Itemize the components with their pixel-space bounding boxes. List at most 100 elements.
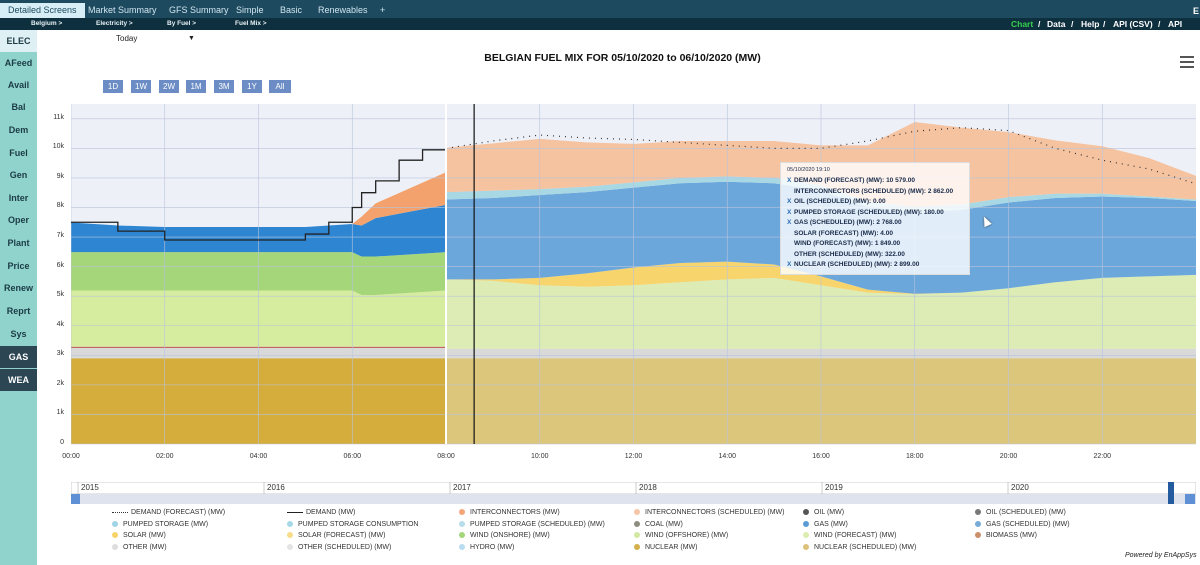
tab-gfs-summary[interactable]: GFS Summary xyxy=(169,5,229,15)
legend-label: NUCLEAR (MW) xyxy=(645,543,698,551)
legend-label: SOLAR (MW) xyxy=(123,532,166,539)
legend-item[interactable]: SOLAR (FORECAST) (MW) xyxy=(287,531,386,541)
sidebar-item-afeed[interactable]: AFeed xyxy=(4,58,33,68)
tooltip-row-marker: X xyxy=(787,208,792,216)
api-csv-link[interactable]: API (CSV) xyxy=(1113,19,1153,29)
sidebar-item-fuel[interactable]: Fuel xyxy=(9,148,28,158)
range-button-3m[interactable]: 3M xyxy=(214,80,234,93)
tooltip-row-marker: X xyxy=(787,219,792,226)
demand-line xyxy=(71,145,447,241)
legend-swatch xyxy=(634,520,640,527)
separator: / xyxy=(1103,19,1106,29)
tooltip-row: X DEMAND (FORECAST) (MW): 10 579.00 xyxy=(787,176,963,187)
range-button-1y[interactable]: 1Y xyxy=(242,80,262,93)
y-tick-label: 3k xyxy=(56,350,64,358)
sidebar-item-avail[interactable]: Avail xyxy=(7,80,30,90)
legend-item[interactable]: PUMPED STORAGE (MW) xyxy=(112,520,208,530)
chart-title: BELGIAN FUEL MIX FOR 05/10/2020 to 06/10… xyxy=(484,52,761,64)
sidebar-item-reprt[interactable]: Reprt xyxy=(6,306,31,316)
legend-item[interactable]: OIL (MW) xyxy=(803,508,844,518)
x-tick-label: 00:00 xyxy=(62,453,80,460)
sidebar-item-renew[interactable]: Renew xyxy=(3,283,33,293)
api-xml-link[interactable]: API (XML xyxy=(1168,19,1189,41)
tooltip-row-text: WIND (FORECAST) (MW): 1 849.00 xyxy=(794,240,901,247)
y-tick-label: 2k xyxy=(56,379,64,387)
hamburger-menu-icon[interactable] xyxy=(1180,56,1194,71)
legend-item[interactable]: HYDRO (MW) xyxy=(459,543,514,553)
legend-item[interactable]: SOLAR (MW) xyxy=(112,531,166,541)
scroll-right-button[interactable] xyxy=(1185,494,1195,504)
legend-item[interactable]: WIND (FORECAST) (MW) xyxy=(803,531,896,541)
sidebar-item-plant[interactable]: Plant xyxy=(7,238,30,248)
legend-item[interactable]: OIL (SCHEDULED) (MW) xyxy=(975,508,1066,518)
chevron-down-icon[interactable]: ▼ xyxy=(188,35,195,42)
breadcrumb-by-fuel[interactable]: By Fuel > xyxy=(167,20,197,27)
legend-item[interactable]: WIND (OFFSHORE) (MW) xyxy=(634,531,728,541)
sidebar-item-elec[interactable]: ELEC xyxy=(0,30,37,52)
legend-item[interactable]: GAS (MW) xyxy=(803,520,848,530)
range-button-1d[interactable]: 1D xyxy=(103,80,123,93)
add-tab-button[interactable]: + xyxy=(380,5,386,15)
sidebar-item-oper[interactable]: Oper xyxy=(7,215,29,225)
date-range-select[interactable]: Today xyxy=(116,34,138,43)
legend-item[interactable]: DEMAND (FORECAST) (MW) xyxy=(112,508,225,518)
legend-item[interactable]: INTERCONNECTORS (MW) xyxy=(459,508,560,518)
y-tick-label: 6k xyxy=(56,261,64,269)
tooltip-row-marker: X xyxy=(787,198,792,205)
sidebar-item-inter[interactable]: Inter xyxy=(8,193,29,203)
y-tick-label: 5k xyxy=(56,291,64,299)
legend-swatch xyxy=(975,509,981,516)
legend-item[interactable]: NUCLEAR (SCHEDULED) (MW) xyxy=(803,543,916,553)
legend-label: DEMAND (MW) xyxy=(306,509,356,516)
legend-item[interactable]: PUMPED STORAGE (SCHEDULED) (MW) xyxy=(459,520,605,530)
legend-label: WIND (ONSHORE) (MW) xyxy=(470,532,550,539)
legend-item[interactable]: COAL (MW) xyxy=(634,520,683,530)
legend-item[interactable]: BIOMASS (MW) xyxy=(975,531,1037,541)
range-button-2w[interactable]: 2W xyxy=(159,80,179,93)
navigator-scrollbar[interactable] xyxy=(71,494,1196,504)
tooltip-row-text: INTERCONNECTORS (SCHEDULED) (MW): 2 862.… xyxy=(794,187,954,195)
sidebar-item-price[interactable]: Price xyxy=(7,261,30,271)
sidebar-item-dem[interactable]: Dem xyxy=(8,125,29,135)
legend-swatch xyxy=(112,543,118,550)
tab-basic[interactable]: Basic xyxy=(280,5,303,15)
tab-market-summary[interactable]: Market Summary xyxy=(88,5,157,15)
range-button-1m[interactable]: 1M xyxy=(186,80,206,93)
breadcrumb-electricity[interactable]: Electricity > xyxy=(96,20,133,27)
help-link[interactable]: Help xyxy=(1081,19,1100,29)
navigator-year-label: 2018 xyxy=(639,483,657,492)
tab-detailed-screens[interactable]: Detailed Screens xyxy=(0,3,85,18)
range-button-all[interactable]: All xyxy=(269,80,291,93)
sidebar-item-gas[interactable]: GAS xyxy=(0,346,37,368)
chart-link[interactable]: Chart xyxy=(1011,19,1034,29)
tab-simple[interactable]: Simple xyxy=(236,5,264,15)
legend-item[interactable]: OTHER (MW) xyxy=(112,543,167,553)
legend-item[interactable]: INTERCONNECTORS (SCHEDULED) (MW) xyxy=(634,508,784,518)
y-tick-label: 4k xyxy=(56,320,64,328)
breadcrumb-belgium[interactable]: Belgium > xyxy=(31,20,63,27)
legend-label: PUMPED STORAGE (SCHEDULED) (MW) xyxy=(470,520,605,528)
legend-item[interactable]: DEMAND (MW) xyxy=(287,508,355,518)
sidebar-item-bal[interactable]: Bal xyxy=(11,102,26,112)
legend-item[interactable]: OTHER (SCHEDULED) (MW) xyxy=(287,543,391,553)
x-tick-label: 04:00 xyxy=(249,453,268,460)
range-button-1w[interactable]: 1W xyxy=(131,80,151,93)
sidebar-item-gen[interactable]: Gen xyxy=(9,170,28,180)
scroll-left-button[interactable] xyxy=(71,494,80,504)
fuel-mix-chart[interactable] xyxy=(71,104,1196,459)
legend-item[interactable]: NUCLEAR (MW) xyxy=(634,543,698,553)
navigator-handle[interactable] xyxy=(1168,482,1174,504)
sidebar-item-wea[interactable]: WEA xyxy=(0,369,37,391)
tab-renewables[interactable]: Renewables xyxy=(318,5,368,15)
breadcrumb-fuel-mix[interactable]: Fuel Mix > xyxy=(235,20,267,27)
sidebar-item-sys[interactable]: Sys xyxy=(10,329,27,339)
range-navigator[interactable]: 2015 2016 2017 2018 2019 2020 xyxy=(71,482,1196,504)
y-tick-label: 1k xyxy=(56,409,64,417)
legend-swatch xyxy=(287,543,293,550)
legend-item[interactable]: PUMPED STORAGE CONSUMPTION xyxy=(287,520,418,530)
legend-swatch xyxy=(803,543,809,550)
legend-item[interactable]: GAS (SCHEDULED) (MW) xyxy=(975,520,1070,530)
corner-button[interactable]: E xyxy=(1193,6,1200,16)
data-link[interactable]: Data xyxy=(1047,19,1066,29)
legend-item[interactable]: WIND (ONSHORE) (MW) xyxy=(459,531,550,541)
